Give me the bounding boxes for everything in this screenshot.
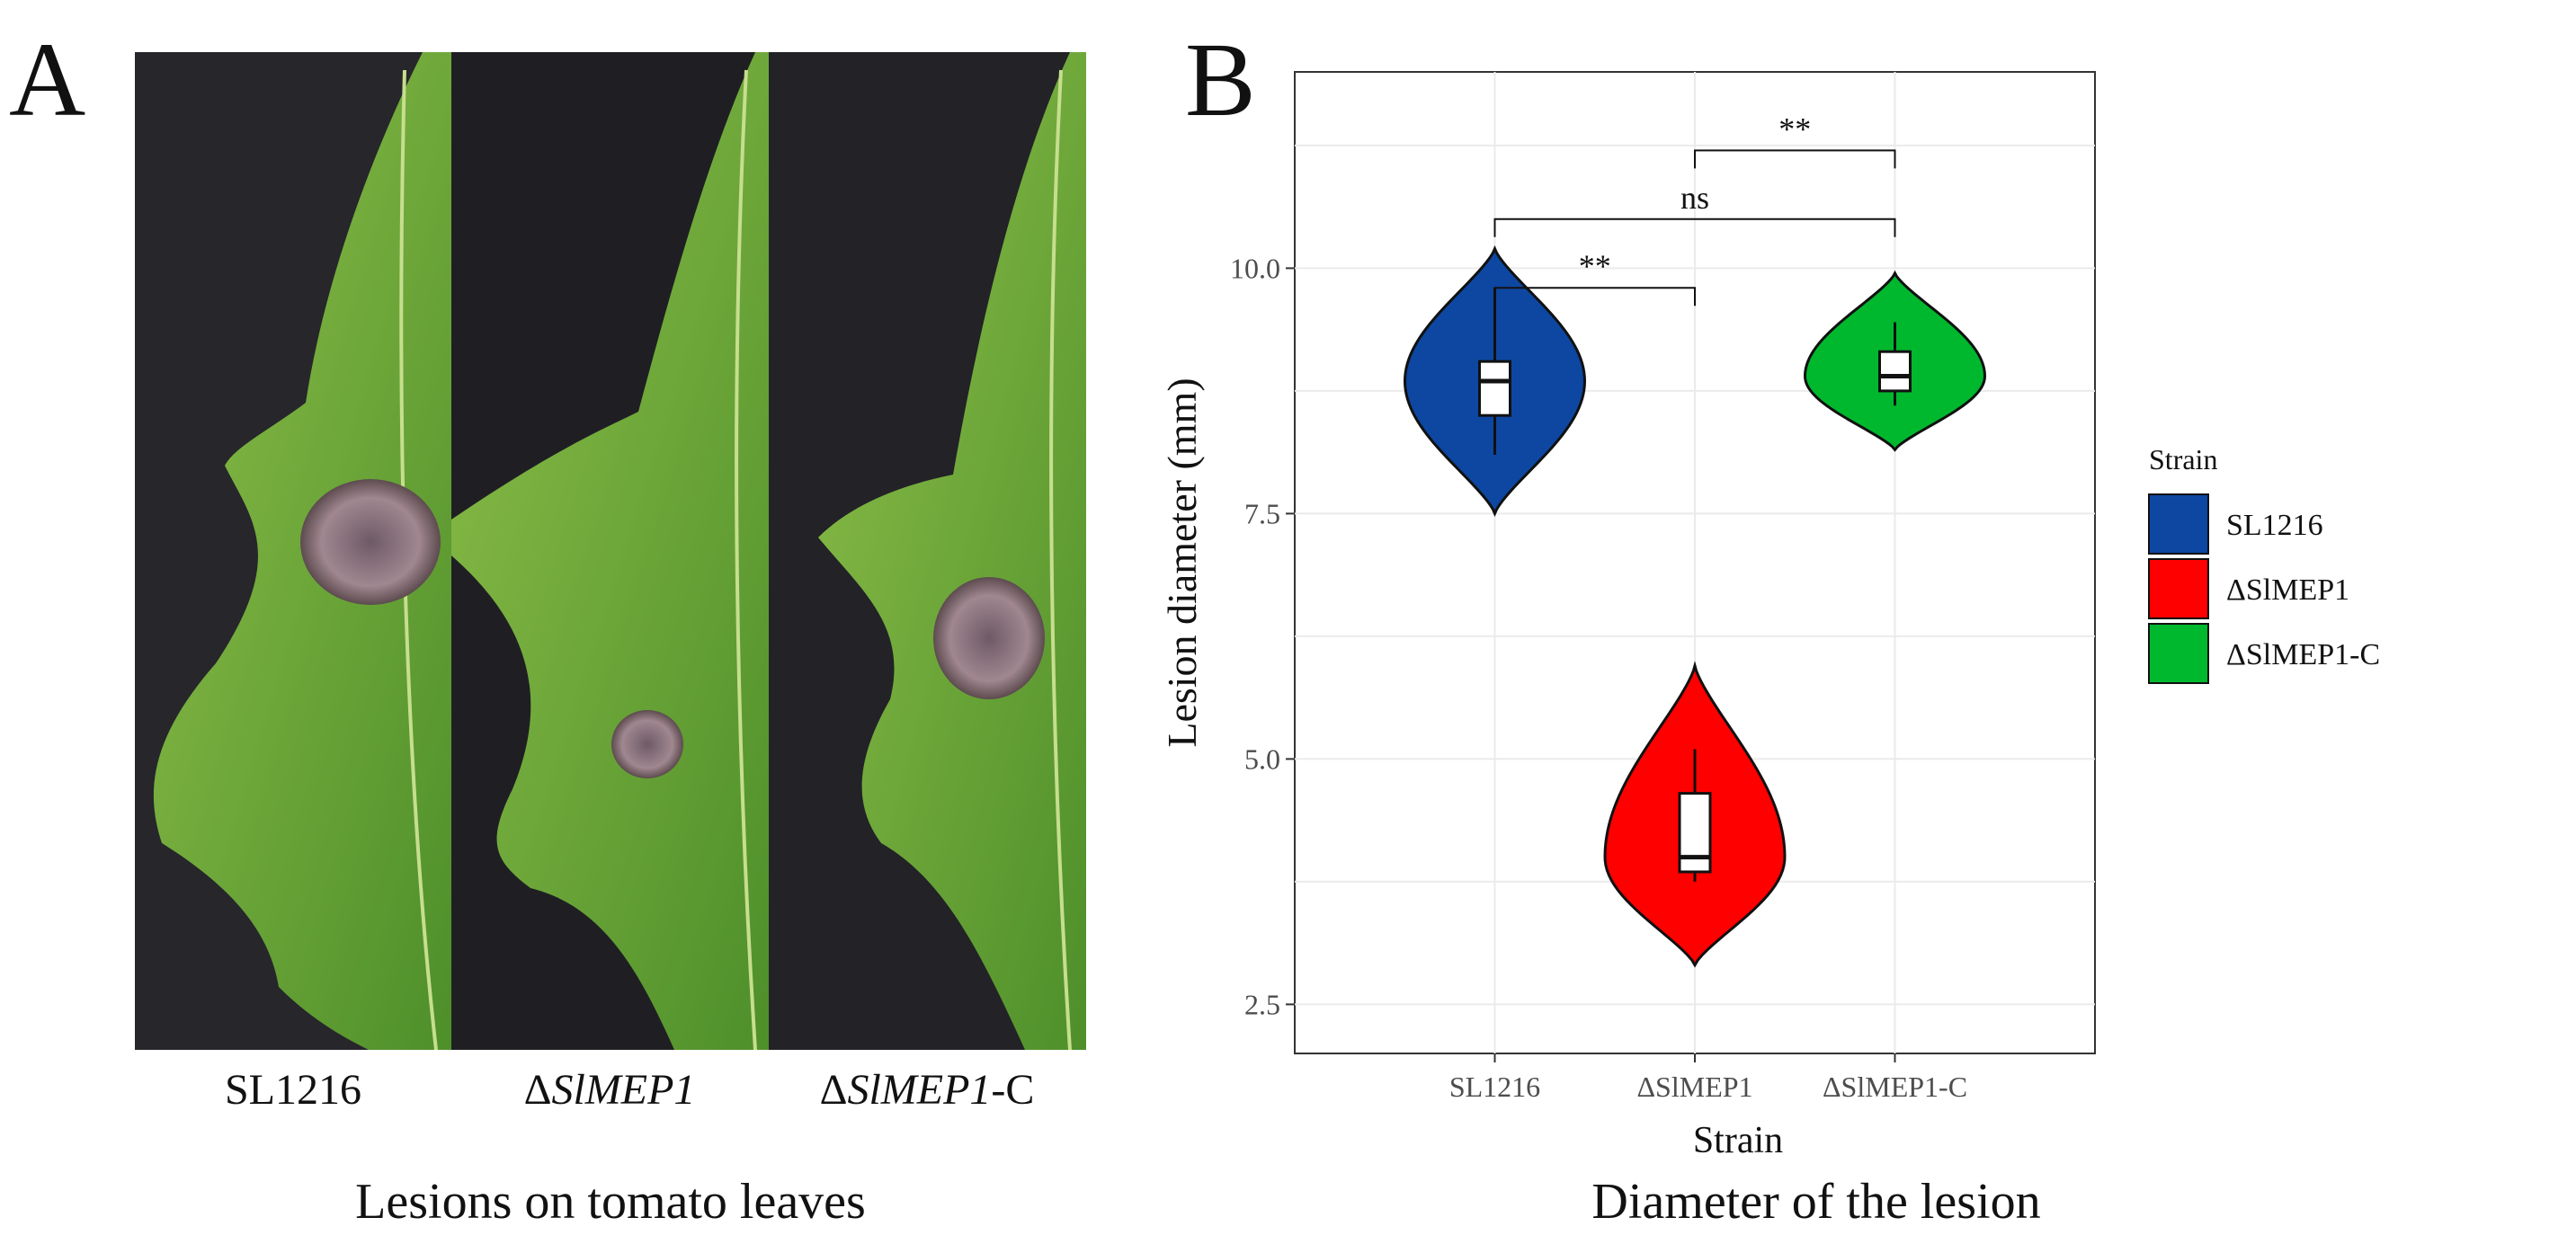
legend-label-0: SL1216 — [2226, 509, 2323, 542]
panel-b-caption: Diameter of the lesion — [1591, 1174, 2041, 1230]
y-tick-label: 7.5 — [1244, 497, 1280, 529]
box-0 — [1478, 360, 1511, 417]
leaf-photo-panel — [135, 52, 1086, 1050]
leaf-strip-slmep1-c — [769, 52, 1086, 1050]
x-axis-title: Strain — [1693, 1120, 1783, 1161]
legend-title: Strain — [2149, 443, 2217, 475]
strip-label-1: SL1216 — [224, 1066, 361, 1114]
sig-label-1: ns — [1680, 180, 1709, 216]
legend: Strain SL1216 ΔSlMEP1 ΔSlMEP1-C — [2148, 443, 2380, 684]
lesion-slmep1 — [611, 710, 683, 778]
panel-a-caption: Lesions on tomato leaves — [355, 1174, 866, 1230]
panel-b-letter: B — [1185, 21, 1256, 138]
x-tick-label: SL1216 — [1449, 1071, 1540, 1103]
legend-label-1: ΔSlMEP1 — [2226, 573, 2349, 607]
violin-chart: ** ns ** 2.5 5.0 7.5 10.0 SL1216 ΔSlMEP1 ΔSlMEP1… — [1160, 71, 2380, 1161]
leaf-strip-sl1216 — [135, 52, 451, 1050]
box-2 — [1878, 350, 1912, 393]
sig-bracket-0 — [1493, 287, 1696, 307]
x-tick-label: ΔSlMEP1-C — [1823, 1071, 1967, 1103]
lesion-slmep1-c — [933, 577, 1045, 699]
x-tick-label: ΔSlMEP1 — [1636, 1071, 1752, 1103]
strip-label-3: ΔSlMEP1-C — [819, 1066, 1035, 1114]
legend-swatch-0 — [2148, 493, 2209, 555]
strip-label-2: ΔSlMEP1 — [523, 1066, 696, 1114]
box-1 — [1678, 792, 1712, 874]
panel-a-letter: A — [9, 21, 86, 138]
sig-bracket-2 — [1694, 149, 1896, 169]
y-axis-title: Lesion diameter (mm) — [1160, 378, 1205, 747]
lesion-sl1216 — [300, 479, 441, 605]
y-tick-label: 10.0 — [1230, 252, 1280, 284]
legend-swatch-1 — [2148, 558, 2209, 619]
sig-label-2: ** — [1778, 111, 1811, 147]
legend-label-2: ΔSlMEP1-C — [2226, 638, 2380, 671]
y-tick-label: 2.5 — [1244, 988, 1280, 1020]
sig-bracket-1 — [1493, 218, 1896, 237]
legend-swatch-2 — [2148, 623, 2209, 684]
sig-label-0: ** — [1579, 248, 1611, 284]
y-tick-label: 5.0 — [1244, 742, 1280, 775]
leaf-strip-slmep1 — [451, 52, 769, 1050]
